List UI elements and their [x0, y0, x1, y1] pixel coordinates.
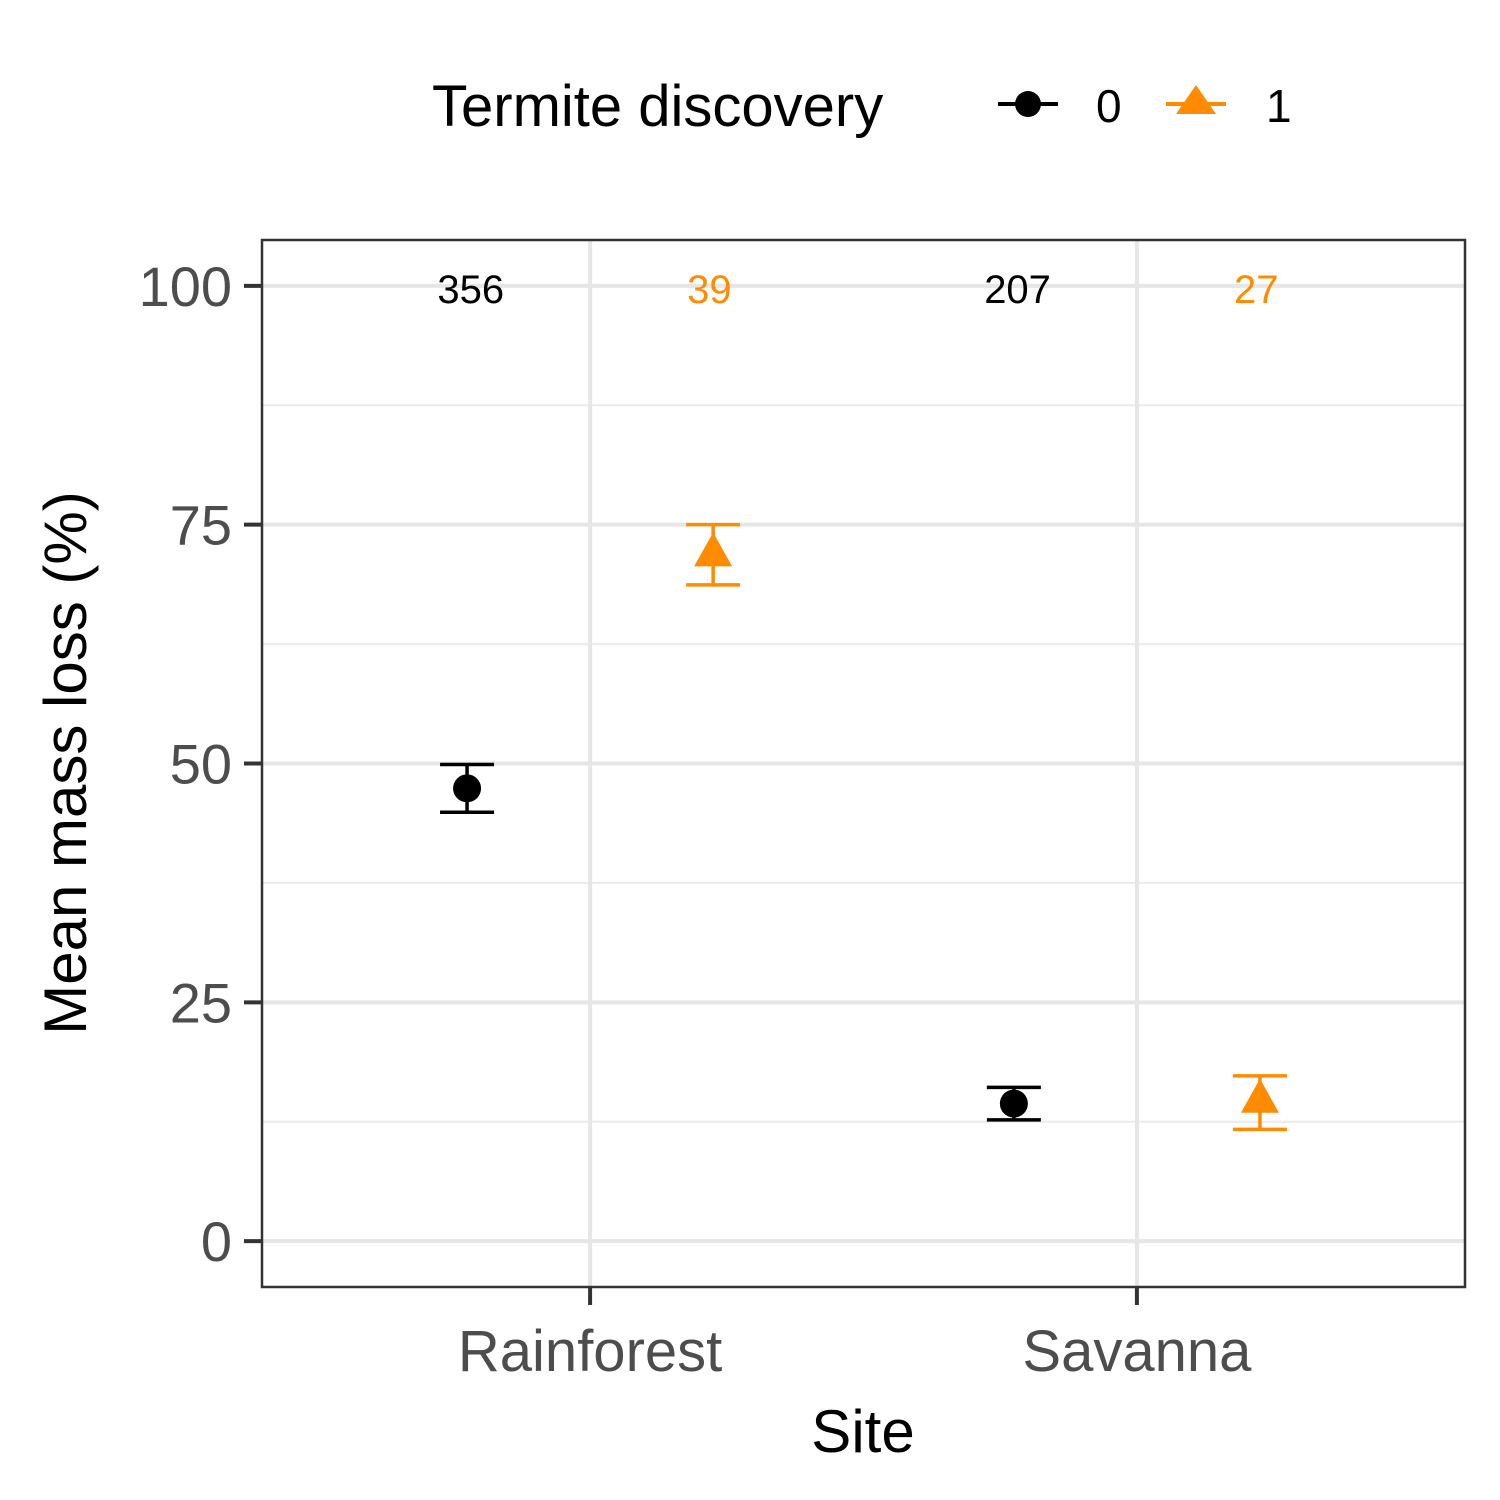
- y-tick-label: 25: [170, 971, 232, 1034]
- y-axis: 0 25 50 75 100: [139, 255, 262, 1273]
- y-tick-label: 50: [170, 733, 232, 796]
- data-point: [453, 774, 482, 803]
- legend-key-1: [1166, 85, 1226, 114]
- data-marks: 356 207 39 27: [437, 268, 1287, 1132]
- data-point: [694, 532, 733, 567]
- count-label: 39: [687, 268, 732, 312]
- x-axis: Rainforest Savanna: [458, 1287, 1252, 1384]
- y-tick-label: 75: [170, 494, 232, 557]
- y-axis-title: Mean mass loss (%): [32, 491, 99, 1034]
- legend-title: Termite discovery: [432, 74, 883, 139]
- count-label: 207: [984, 268, 1051, 312]
- count-label: 356: [437, 268, 504, 312]
- plot-panel: 356 207 39 27: [260, 238, 1467, 1289]
- y-tick-label: 0: [201, 1210, 232, 1273]
- count-label: 27: [1234, 268, 1279, 312]
- data-point: [999, 1089, 1028, 1118]
- legend: Termite discovery 0 1: [432, 74, 1292, 139]
- legend-label-1: 1: [1266, 80, 1292, 132]
- x-axis-title: Site: [811, 1398, 914, 1465]
- x-tick-label: Savanna: [1022, 1319, 1252, 1384]
- legend-label-0: 0: [1096, 80, 1122, 132]
- y-tick-label: 100: [139, 255, 232, 318]
- data-point: [1240, 1078, 1279, 1113]
- x-tick-label: Rainforest: [458, 1319, 722, 1384]
- legend-key-0: [998, 91, 1058, 117]
